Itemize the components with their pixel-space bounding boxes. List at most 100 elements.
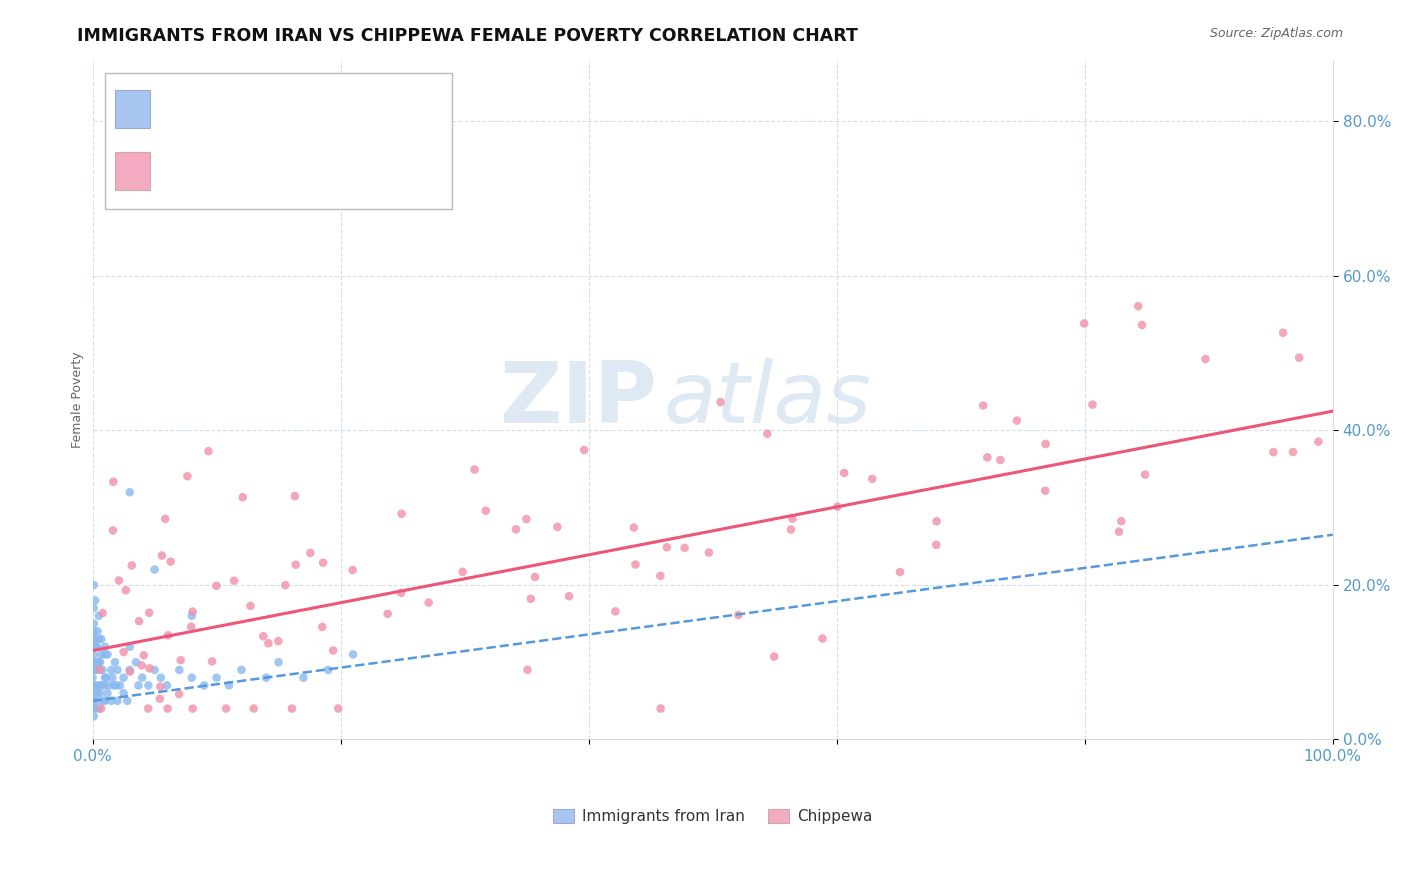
Text: Source: ZipAtlas.com: Source: ZipAtlas.com: [1209, 27, 1343, 40]
Point: [86, 686, 108, 700]
Point: [90, 678, 112, 692]
Point: [709, 395, 731, 409]
Point: [94, 671, 117, 685]
Point: [100, 694, 122, 708]
Point: [143, 562, 166, 576]
Point: [115, 583, 138, 598]
Point: [505, 522, 527, 536]
Point: [972, 399, 994, 413]
Point: [181, 605, 204, 619]
Point: [222, 574, 245, 588]
Point: [136, 701, 159, 715]
Point: [342, 648, 364, 662]
Point: [127, 678, 149, 692]
Text: IMMIGRANTS FROM IRAN VS CHIPPEWA FEMALE POVERTY CORRELATION CHART: IMMIGRANTS FROM IRAN VS CHIPPEWA FEMALE …: [77, 27, 858, 45]
Point: [117, 694, 139, 708]
Point: [108, 678, 131, 692]
Point: [90, 648, 112, 662]
Point: [118, 485, 141, 500]
Point: [976, 450, 998, 465]
Point: [197, 444, 219, 458]
Point: [97, 678, 120, 692]
Point: [149, 680, 172, 694]
Point: [515, 512, 537, 526]
Point: [82, 671, 104, 685]
Y-axis label: Female Poverty: Female Poverty: [72, 351, 84, 448]
Point: [150, 549, 173, 563]
Point: [91, 694, 114, 708]
Point: [284, 489, 307, 503]
Point: [180, 671, 202, 685]
Point: [84, 640, 107, 654]
Point: [90, 632, 112, 646]
Point: [84, 640, 107, 654]
Point: [451, 565, 474, 579]
Point: [84, 663, 107, 677]
Point: [572, 443, 595, 458]
Point: [780, 523, 803, 537]
Point: [83, 678, 105, 692]
Point: [149, 671, 172, 685]
Point: [176, 469, 198, 483]
Point: [299, 546, 322, 560]
Point: [655, 541, 678, 555]
Point: [311, 620, 333, 634]
Point: [1035, 437, 1057, 451]
Point: [101, 524, 124, 538]
Text: ZIP: ZIP: [499, 358, 657, 441]
Point: [1033, 483, 1056, 498]
Point: [205, 579, 228, 593]
Point: [267, 634, 290, 648]
Point: [763, 649, 786, 664]
Point: [1073, 317, 1095, 331]
Point: [292, 671, 315, 685]
Point: [312, 556, 335, 570]
Point: [232, 490, 254, 504]
Point: [520, 591, 543, 606]
Point: [143, 663, 166, 677]
Point: [121, 558, 143, 573]
Point: [84, 701, 107, 715]
Point: [201, 654, 224, 668]
Point: [418, 596, 440, 610]
Point: [131, 658, 153, 673]
Point: [87, 632, 110, 646]
Point: [83, 694, 105, 708]
Point: [93, 678, 115, 692]
Point: [316, 663, 339, 677]
Point: [1194, 352, 1216, 367]
Point: [925, 538, 948, 552]
Point: [118, 640, 141, 654]
Point: [90, 701, 112, 715]
Point: [1081, 398, 1104, 412]
Point: [86, 655, 108, 669]
Point: [727, 607, 749, 622]
Point: [475, 504, 498, 518]
Point: [105, 663, 128, 677]
Point: [112, 686, 135, 700]
Point: [1111, 514, 1133, 528]
Point: [697, 545, 720, 559]
Point: [132, 648, 155, 663]
Point: [242, 701, 264, 715]
Point: [925, 514, 948, 528]
Point: [284, 558, 307, 572]
Point: [391, 507, 413, 521]
Point: [82, 632, 104, 646]
Point: [990, 453, 1012, 467]
Point: [156, 678, 179, 692]
Point: [860, 472, 883, 486]
Point: [103, 678, 125, 692]
Point: [84, 655, 107, 669]
Point: [105, 694, 128, 708]
Point: [112, 671, 135, 685]
Point: [91, 663, 114, 677]
Point: [94, 694, 117, 708]
Point: [1133, 467, 1156, 482]
Point: [516, 663, 538, 677]
Point: [89, 655, 111, 669]
Point: [605, 604, 627, 618]
Point: [87, 701, 110, 715]
Point: [125, 655, 148, 669]
Point: [546, 520, 568, 534]
